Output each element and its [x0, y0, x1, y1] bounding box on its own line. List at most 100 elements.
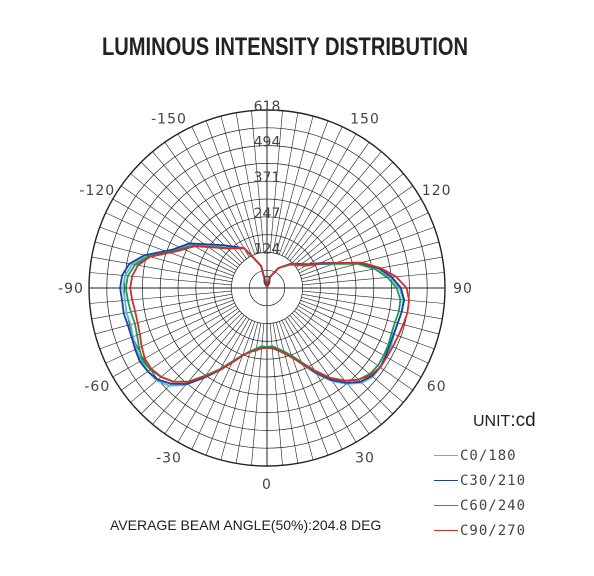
- grid-spoke: [130, 310, 240, 403]
- grid-spoke: [302, 293, 443, 320]
- grid-spoke: [94, 241, 233, 280]
- grid-spoke: [121, 308, 239, 391]
- angle-label: 0: [262, 477, 272, 493]
- grid-spoke: [177, 318, 250, 443]
- grid-spoke: [251, 110, 265, 253]
- angle-label: -60: [84, 379, 110, 395]
- radial-tick-label: 124: [254, 241, 281, 257]
- grid-spoke: [235, 112, 262, 253]
- legend-item: C30/210: [434, 468, 526, 493]
- legend-label: C90/270: [460, 522, 527, 539]
- grid-spoke: [164, 142, 247, 260]
- intensity-curves: [119, 242, 410, 387]
- grid-spoke: [301, 296, 440, 335]
- grid-spoke: [205, 321, 256, 456]
- angle-label: -30: [156, 451, 182, 467]
- grid-spoke: [302, 256, 443, 283]
- grid-spoke: [289, 151, 382, 261]
- grid-spoke: [89, 272, 232, 286]
- grid-spoke: [99, 299, 234, 350]
- axis-labels: 0 124 247 371 494 618 0 30 60 90 120 150 -30 -60 -90 -1…: [58, 99, 473, 493]
- grid-spoke: [299, 302, 429, 364]
- grid-spoke: [294, 173, 404, 266]
- legend-item: C90/270: [434, 518, 526, 543]
- grid-spoke: [191, 320, 253, 450]
- grid-spoke: [301, 241, 440, 280]
- grid-spoke: [177, 133, 250, 258]
- grid-spoke: [294, 310, 404, 403]
- grid-spoke: [295, 308, 413, 391]
- grid-spoke: [284, 318, 357, 443]
- polar-grid: [88, 109, 446, 467]
- grid-spoke: [235, 323, 262, 464]
- legend-swatch: [434, 480, 458, 481]
- grid-spoke: [297, 198, 422, 271]
- legend-swatch: [434, 530, 458, 531]
- grid-spoke: [112, 305, 237, 378]
- angle-label: 120: [422, 183, 452, 199]
- grid-spoke: [275, 322, 314, 461]
- grid-spoke: [89, 290, 232, 304]
- grid-spoke: [291, 312, 394, 415]
- grid-spoke: [302, 272, 445, 286]
- grid-spoke: [130, 173, 240, 266]
- grid-spoke: [220, 115, 259, 254]
- radial-tick-label: 371: [254, 170, 281, 186]
- curve-C60-240: [124, 244, 402, 383]
- radial-tick-label: 0: [263, 274, 272, 290]
- grid-spoke: [289, 315, 382, 425]
- angle-label: 90: [453, 281, 473, 297]
- legend-item: C60/240: [434, 493, 526, 518]
- unit-label: UNIT:cd: [473, 410, 536, 431]
- grid-spoke: [300, 226, 435, 277]
- angle-label: 150: [350, 111, 380, 127]
- grid-spoke: [281, 126, 343, 256]
- grid-spoke: [105, 212, 235, 274]
- grid-spoke: [112, 198, 237, 271]
- grid-spoke: [205, 120, 256, 255]
- grid-spoke: [302, 290, 445, 304]
- grid-spoke: [278, 120, 329, 255]
- angle-label: 60: [427, 379, 447, 395]
- grid-spoke: [140, 312, 243, 415]
- grid-spoke: [269, 110, 283, 253]
- grid-spoke: [191, 126, 253, 256]
- grid-spoke: [275, 115, 314, 254]
- radial-tick-label: 494: [254, 135, 281, 151]
- grid-spoke: [220, 322, 259, 461]
- grid-spoke: [272, 323, 299, 464]
- legend-label: C30/210: [460, 472, 527, 489]
- grid-spoke: [291, 161, 394, 264]
- angle-label: -90: [58, 281, 84, 297]
- chart-title: LUMINOUS INTENSITY DISTRIBUTION: [102, 33, 468, 61]
- grid-spoke: [300, 299, 435, 350]
- legend-label: C0/180: [460, 447, 517, 464]
- curve-C90-270: [129, 245, 410, 383]
- legend: C0/180 C30/210 C60/240 C90/270: [434, 443, 526, 543]
- beam-angle-footer: AVERAGE BEAM ANGLE(50%):204.8 DEG: [110, 517, 382, 533]
- angle-label: -120: [79, 183, 115, 199]
- legend-label: C60/240: [460, 497, 527, 514]
- grid-spoke: [297, 305, 422, 378]
- grid-spoke: [94, 296, 233, 335]
- angle-label: -150: [151, 111, 187, 127]
- grid-spoke: [281, 320, 343, 450]
- grid-spoke: [278, 321, 329, 456]
- legend-swatch: [434, 505, 458, 506]
- legend-swatch: [434, 455, 458, 456]
- legend-item: C0/180: [434, 443, 526, 468]
- grid-spoke: [287, 142, 370, 260]
- angle-label: 30: [355, 451, 375, 467]
- grid-spoke: [152, 315, 245, 425]
- grid-spoke: [284, 133, 357, 258]
- grid-spoke: [295, 185, 413, 268]
- grid-spoke: [121, 185, 239, 268]
- grid-spoke: [152, 151, 245, 261]
- grid-spoke: [105, 302, 235, 364]
- radial-tick-label: 247: [254, 206, 281, 222]
- grid-spoke: [91, 256, 232, 283]
- grid-spoke: [287, 316, 370, 434]
- radial-tick-label: 618: [254, 99, 281, 115]
- grid-spoke: [272, 112, 299, 253]
